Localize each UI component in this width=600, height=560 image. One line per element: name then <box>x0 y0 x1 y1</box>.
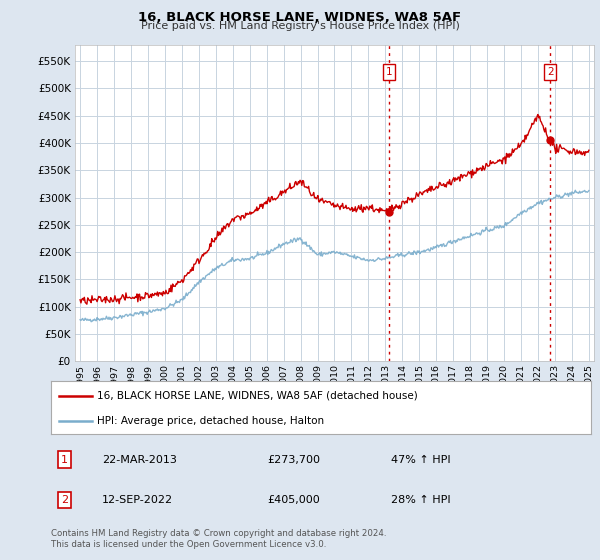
Text: 1: 1 <box>386 67 392 77</box>
Text: Price paid vs. HM Land Registry's House Price Index (HPI): Price paid vs. HM Land Registry's House … <box>140 21 460 31</box>
Text: £273,700: £273,700 <box>267 455 320 465</box>
Text: 16, BLACK HORSE LANE, WIDNES, WA8 5AF: 16, BLACK HORSE LANE, WIDNES, WA8 5AF <box>139 11 461 24</box>
Text: 1: 1 <box>61 455 68 465</box>
Text: 47% ↑ HPI: 47% ↑ HPI <box>391 455 451 465</box>
Text: Contains HM Land Registry data © Crown copyright and database right 2024.
This d: Contains HM Land Registry data © Crown c… <box>51 529 386 549</box>
Text: HPI: Average price, detached house, Halton: HPI: Average price, detached house, Halt… <box>97 416 324 426</box>
Text: £405,000: £405,000 <box>267 495 320 505</box>
Text: 2: 2 <box>547 67 554 77</box>
Text: 2: 2 <box>61 495 68 505</box>
Text: 12-SEP-2022: 12-SEP-2022 <box>103 495 173 505</box>
Text: 28% ↑ HPI: 28% ↑ HPI <box>391 495 451 505</box>
Text: 22-MAR-2013: 22-MAR-2013 <box>103 455 177 465</box>
Text: 16, BLACK HORSE LANE, WIDNES, WA8 5AF (detached house): 16, BLACK HORSE LANE, WIDNES, WA8 5AF (d… <box>97 391 418 401</box>
